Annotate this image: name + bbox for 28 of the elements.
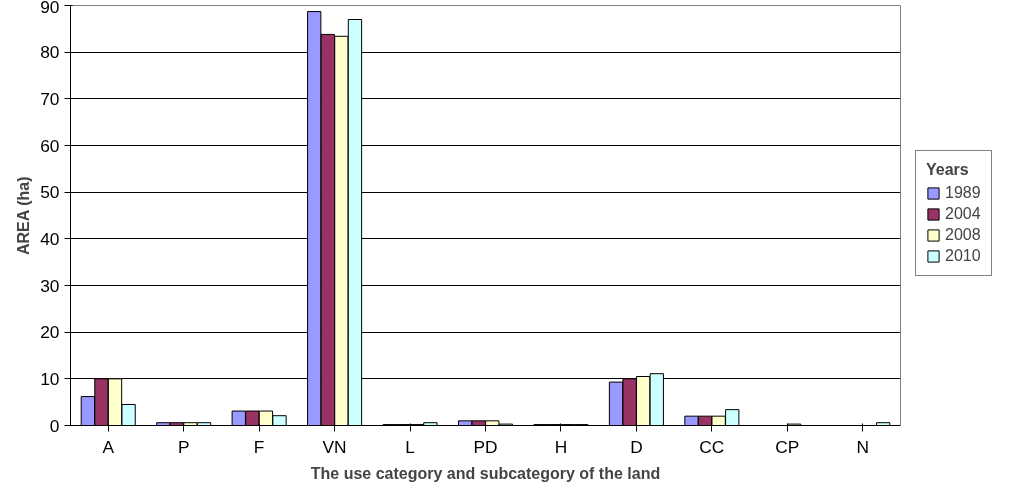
y-tick-label: 10: [40, 368, 60, 389]
y-tick-label: 90: [40, 0, 60, 17]
y-tick-label: 50: [40, 182, 60, 203]
x-tick-label: CC: [699, 436, 725, 457]
legend-label: 2010: [945, 247, 981, 265]
x-tick-label: H: [554, 436, 568, 457]
x-axis-title: The use category and subcategory of the land: [310, 464, 661, 482]
y-tick-label: 40: [40, 228, 60, 249]
y-tick-label: 0: [49, 415, 60, 436]
y-tick-label: 70: [40, 88, 60, 109]
x-tick-label: L: [405, 436, 416, 457]
legend-title: Years: [926, 161, 970, 179]
y-tick-label: 80: [40, 42, 60, 63]
legend-label: 2004: [945, 205, 981, 223]
legend-label: 1989: [945, 184, 981, 202]
y-tick-label: 30: [40, 275, 60, 296]
x-tick-label: P: [177, 436, 190, 457]
x-tick-label: CP: [775, 436, 800, 457]
x-tick-label: VN: [322, 436, 347, 457]
x-tick-label: D: [630, 436, 643, 457]
x-tick-label: A: [102, 436, 115, 457]
legend-label: 2008: [945, 226, 981, 244]
x-tick-label: PD: [473, 436, 498, 457]
x-tick-label: F: [253, 436, 265, 457]
y-axis-title: AREA (ha): [15, 176, 33, 256]
y-tick-label: 20: [40, 322, 60, 343]
y-tick-label: 60: [40, 135, 60, 156]
x-tick-label: N: [856, 436, 870, 457]
